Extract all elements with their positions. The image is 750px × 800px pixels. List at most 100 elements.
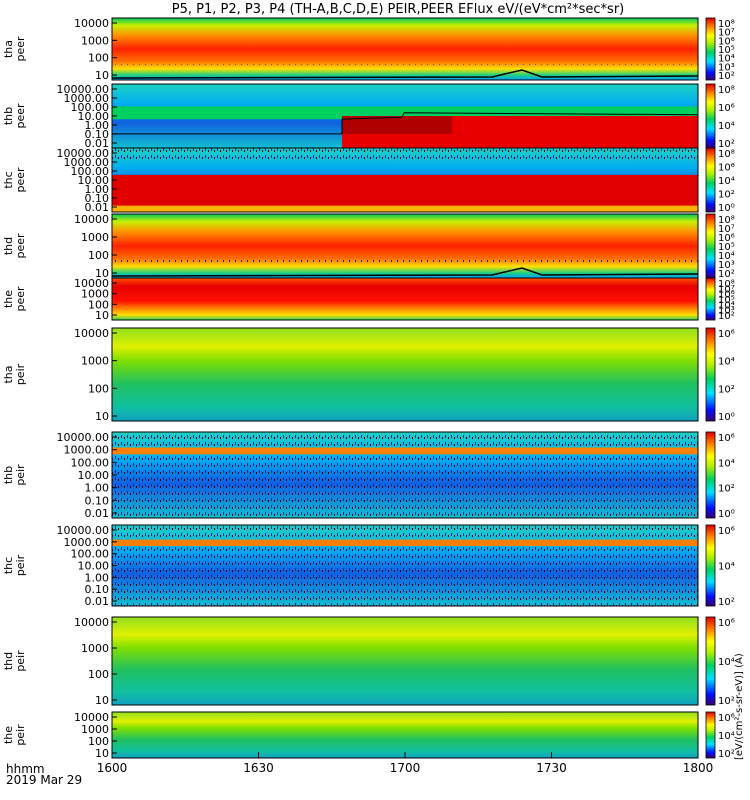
ytick-label: 0.01 bbox=[85, 507, 110, 520]
ytick-label: 1000.00 bbox=[64, 156, 110, 169]
ytick-label: 1000 bbox=[81, 288, 109, 301]
colorbar-tick: 10⁴ bbox=[718, 731, 735, 742]
colorbar-swatch bbox=[705, 431, 716, 519]
frame-tha_peir bbox=[111, 327, 699, 422]
date-label: 2019 Mar 29 bbox=[6, 773, 82, 787]
colorbar-thb_peir: 10⁶ 10⁴ 10² 10⁰ bbox=[705, 431, 735, 520]
ylabel-thc_peir: thc peir bbox=[2, 554, 27, 576]
time-axis: 1600 1630 1700 1730 1800 bbox=[97, 752, 713, 775]
colorbar-thc_peer: 10⁸ 10⁶ 10⁴ 10² 10⁰ bbox=[705, 147, 735, 214]
trace-thb_peer bbox=[112, 112, 699, 135]
xtick-label: 1730 bbox=[536, 761, 567, 775]
ytick-label: 100 bbox=[88, 735, 109, 748]
ylabel-line: thd bbox=[2, 237, 15, 255]
ylabel-line: thd bbox=[2, 652, 15, 670]
xtick-label: 1600 bbox=[97, 761, 128, 775]
ylabel-line: peir bbox=[14, 554, 27, 576]
colorbar-unit-label: [eV/(cm²-s-sr-eV)] (A) bbox=[734, 653, 745, 760]
panel-thb_peir bbox=[111, 431, 699, 519]
frame-tha_peer bbox=[111, 17, 699, 81]
ytick-label: 0.10 bbox=[85, 583, 110, 596]
panel-thb_peer bbox=[111, 83, 699, 149]
ylabel-tha_peer: tha peer bbox=[2, 36, 27, 62]
colorbar-tick: 10⁶ bbox=[718, 103, 735, 114]
ytick-label: 0.10 bbox=[85, 192, 110, 205]
colorbar-tick: 10⁶ bbox=[718, 233, 735, 244]
colorbar-tick: 10⁴ bbox=[718, 458, 735, 469]
colorbar-swatch bbox=[705, 213, 716, 279]
noise-line-thd_peer bbox=[112, 260, 698, 263]
colorbar-tick: 10⁶ bbox=[718, 526, 735, 537]
noise-thb_peir bbox=[112, 432, 698, 518]
colorbar-tick: 10⁷ bbox=[718, 224, 735, 235]
ytick-label: 1000.00 bbox=[64, 92, 110, 105]
panel-thd_peer bbox=[111, 213, 699, 279]
ylabel-thb_peer: thb peer bbox=[2, 103, 27, 129]
panel-the_peir bbox=[111, 711, 699, 759]
ytick-label: 10000.00 bbox=[57, 83, 110, 96]
colorbar-tick: 10⁸ bbox=[718, 149, 735, 160]
colorbar-tick: 10⁴ bbox=[718, 54, 735, 65]
spectrogram-the_peer bbox=[112, 278, 698, 320]
colorbar-tick: 10² bbox=[718, 484, 735, 495]
colorbar-swatch bbox=[705, 17, 716, 81]
ytick-label: 100 bbox=[88, 52, 109, 65]
colorbar-tick: 10³ bbox=[718, 260, 735, 271]
colorbar-tick: 10⁸ bbox=[718, 19, 735, 30]
colorbar-swatch bbox=[705, 277, 716, 321]
colorbar-tick: 10⁸ bbox=[718, 85, 735, 96]
colorbar-tick: 10⁴ bbox=[718, 657, 735, 668]
band-thb_peir bbox=[112, 447, 698, 455]
colorbar-tick: 10⁶ bbox=[718, 329, 735, 340]
yticks-thd_peir: 10000 1000 100 10 bbox=[74, 616, 117, 707]
ylabel-line: thb bbox=[2, 107, 15, 125]
ylabel-the_peer: the peer bbox=[2, 286, 27, 312]
colorbar-tick: 10² bbox=[718, 71, 735, 82]
band-thc_peir bbox=[112, 539, 698, 547]
ylabel-thc_peer: thc peer bbox=[2, 167, 27, 193]
ytick-label: 10 bbox=[95, 309, 109, 322]
colorbar-thc_peir: 10⁶ 10⁴ 10² bbox=[705, 524, 735, 608]
ytick-label: 1.00 bbox=[85, 119, 110, 132]
spectrogram-thd_peir bbox=[112, 617, 698, 705]
ylabel-line: the bbox=[2, 290, 15, 308]
figure-title: P5, P1, P2, P3, P4 (TH-A,B,C,D,E) PEIR,P… bbox=[172, 2, 625, 17]
ytick-label: 1000 bbox=[81, 723, 109, 736]
ylabel-thb_peir: thb peir bbox=[2, 464, 27, 486]
colorbar-tick: 10⁰ bbox=[718, 412, 735, 423]
ytick-label: 0.10 bbox=[85, 494, 110, 507]
colorbar-tick: 10⁰ bbox=[718, 203, 735, 214]
panel-thd_peir bbox=[111, 616, 699, 706]
frame-thd_peir bbox=[111, 616, 699, 706]
noise-thc_peer bbox=[112, 148, 698, 163]
trace-thd_peer bbox=[111, 267, 699, 277]
colorbar-tick: 10⁴ bbox=[718, 562, 735, 573]
panel-thc_peer bbox=[111, 147, 699, 213]
ytick-label: 10000 bbox=[74, 327, 109, 340]
ylabel-line: peer bbox=[14, 167, 27, 193]
panel-tha_peer bbox=[111, 17, 699, 81]
ytick-label: 1000 bbox=[81, 642, 109, 655]
frame-the_peer bbox=[111, 277, 699, 321]
ytick-label: 1000.00 bbox=[64, 444, 110, 457]
colorbar-tick: 10⁴ bbox=[718, 176, 735, 187]
colorbar-tick: 10⁴ bbox=[718, 300, 735, 311]
yticks-tha_peer: 10000 1000 100 10 bbox=[74, 17, 117, 82]
colorbar-tick: 10³ bbox=[718, 62, 735, 73]
ylabel-line: tha bbox=[2, 40, 15, 58]
colorbar-tick: 10⁵ bbox=[718, 242, 735, 253]
ytick-label: 1000 bbox=[81, 231, 109, 244]
ylabel-thd_peer: thd peer bbox=[2, 233, 27, 259]
spectrogram-tha_peir bbox=[112, 328, 698, 421]
colorbar-tick: 10² bbox=[718, 597, 735, 608]
colorbar-swatch bbox=[705, 711, 716, 759]
colorbar-tick: 10² bbox=[718, 190, 735, 201]
ytick-label: 10000 bbox=[74, 277, 109, 290]
ytick-label: 100.00 bbox=[71, 101, 110, 114]
spectrogram-tha_peer bbox=[112, 18, 698, 80]
ylabel-line: peir bbox=[14, 724, 27, 746]
panel-tha_peir bbox=[111, 327, 699, 422]
ylabel-line: peer bbox=[14, 286, 27, 312]
